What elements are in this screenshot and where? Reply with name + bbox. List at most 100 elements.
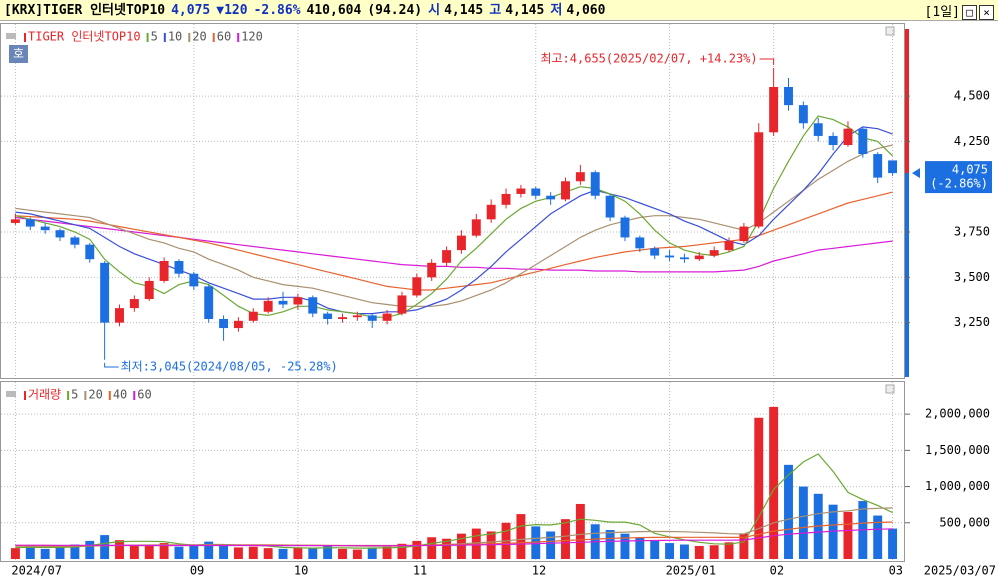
symbol: [KRX]TIGER 인터넷TOP10 — [4, 3, 166, 18]
candle-body — [144, 280, 154, 300]
change-pct: -2.86% — [253, 3, 301, 18]
y-tick-label: 3,750 — [954, 225, 990, 239]
legend-entry: 40 — [113, 388, 127, 402]
chart: 4,500 4,250 3,750 3,500 3,250 2,000,000 1,500,… — [0, 21, 998, 580]
candle-body — [25, 219, 35, 227]
volume-bar — [843, 511, 853, 559]
low-annotation: 최저:3,045(2024/08/05, -25.28%) — [121, 360, 338, 374]
volume-bar — [561, 519, 570, 559]
volume-bar — [263, 548, 273, 559]
candle-body — [40, 226, 50, 231]
candle-body — [561, 181, 570, 200]
candle-body — [263, 300, 273, 312]
candle-body — [442, 250, 452, 263]
candle-body — [397, 295, 407, 314]
candle-body — [412, 277, 422, 296]
candle-body — [709, 250, 719, 256]
volume-bar — [873, 515, 883, 559]
candle-body — [293, 297, 303, 305]
volume-bar — [352, 549, 362, 559]
legend-entry: 20 — [192, 30, 206, 44]
volume-bar — [338, 548, 347, 559]
legend-entry: 20 — [88, 388, 102, 402]
volume: 410,604 — [306, 3, 362, 18]
volume-bar — [739, 533, 749, 559]
volume-bar — [382, 546, 392, 559]
candle-body — [233, 320, 243, 329]
volume-bar — [129, 545, 139, 559]
y-tick-label: 4,500 — [954, 89, 990, 103]
volume-bar — [575, 503, 585, 559]
price: 4,075 — [171, 3, 211, 18]
candle-body — [323, 313, 333, 319]
candle-body — [219, 319, 229, 329]
legend-entry: 10 — [168, 30, 182, 44]
candle-body — [100, 262, 110, 323]
close-button[interactable]: × — [979, 5, 994, 20]
volume-bar — [293, 547, 303, 559]
legend-swatch — [24, 391, 26, 400]
volume-bar — [367, 547, 377, 559]
window-buttons: [1일] □ × — [925, 2, 994, 23]
volume-ratio: (94.24) — [367, 3, 423, 18]
candle-body — [367, 315, 377, 321]
volume-bar — [40, 548, 50, 559]
candle-body — [174, 261, 184, 274]
candle-body — [352, 315, 362, 318]
current-price: 4,075 — [952, 163, 988, 177]
volume-bar — [635, 537, 645, 559]
high-pointer — [759, 58, 775, 65]
candle-body — [798, 105, 808, 124]
period[interactable]: [1일] — [924, 5, 960, 20]
volume-bar — [784, 464, 793, 559]
panel-button[interactable] — [885, 26, 895, 36]
candle-body — [382, 313, 392, 321]
current-marker — [912, 168, 920, 179]
volume-bar — [85, 540, 95, 559]
candle-body — [189, 273, 199, 287]
volume-bar — [620, 533, 630, 559]
x-end-label: 2025/03/07 — [924, 564, 996, 578]
change: ▼120 — [216, 3, 248, 18]
volume-bar — [471, 528, 481, 559]
candle-body — [590, 172, 600, 196]
legend-swatch — [67, 391, 70, 400]
candle-body — [338, 317, 347, 319]
candle-body — [85, 244, 95, 260]
candle-body — [456, 235, 466, 251]
y-tick-label: 3,250 — [954, 315, 990, 329]
volume-bar — [412, 540, 422, 559]
candle-body — [665, 255, 675, 258]
candle-body — [650, 248, 660, 256]
candle-body — [828, 135, 838, 145]
current-change: (-2.86%) — [930, 177, 988, 191]
maximize-button[interactable]: □ — [962, 5, 977, 20]
candle-body — [129, 299, 139, 309]
ma-line — [15, 453, 893, 549]
volume-bar — [25, 546, 35, 559]
volume-bar — [233, 547, 243, 559]
current-box — [925, 161, 992, 194]
x-tick-label: 2025/01 — [666, 564, 717, 578]
legend-swatch — [84, 391, 87, 400]
candle-body — [679, 257, 689, 260]
panel-button[interactable] — [885, 384, 895, 394]
y-tick-label: 1,500,000 — [925, 443, 990, 457]
candle-body — [159, 261, 169, 281]
candle-body — [635, 237, 645, 249]
legend-swatch — [163, 33, 166, 42]
volume-bar — [442, 538, 452, 559]
legend-swatch — [212, 33, 215, 42]
legend-title: 거래량 — [28, 388, 61, 402]
volume-bar — [144, 544, 154, 559]
volume-bar — [219, 545, 229, 559]
low-label: 저 — [550, 3, 563, 18]
volume-bar — [323, 545, 333, 559]
candle-body — [784, 87, 793, 106]
volume-bar — [709, 545, 719, 559]
candle-body — [70, 237, 80, 245]
volume-bar — [694, 545, 704, 559]
candle-body — [605, 195, 615, 218]
volume-bar — [516, 514, 526, 559]
badge: 호 — [13, 47, 24, 61]
